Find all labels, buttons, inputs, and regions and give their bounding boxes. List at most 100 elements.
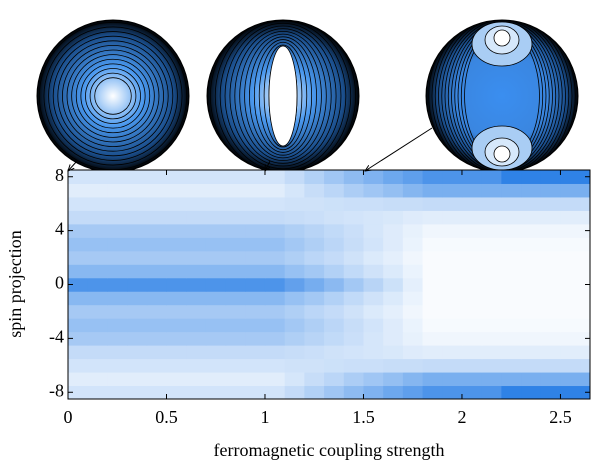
heatmap-cell [461, 277, 483, 292]
heatmap-cell [205, 196, 227, 211]
heatmap-cell [383, 372, 404, 387]
heatmap-cell [87, 210, 108, 225]
heatmap-cell [560, 345, 581, 360]
heatmap-cell [461, 170, 483, 184]
heatmap-cell [107, 291, 128, 306]
heatmap-cell [107, 210, 128, 225]
contour [214, 20, 352, 172]
x-tick-label: 2 [457, 407, 466, 427]
heatmap-cell [402, 237, 424, 252]
heatmap-cell [87, 318, 108, 333]
heatmap-cell [304, 170, 325, 184]
heatmap-cell [580, 318, 590, 333]
heatmap-cell [87, 277, 108, 292]
heatmap-cell [186, 264, 207, 279]
heatmap-cell [461, 250, 483, 265]
heatmap-cell [146, 345, 167, 360]
heatmap-cell [540, 170, 561, 184]
heatmap-cell [146, 183, 167, 198]
heatmap-cell [127, 345, 148, 360]
heatmap-cell [304, 237, 325, 252]
heatmap-cell [343, 291, 364, 306]
heatmap-cell [481, 170, 502, 184]
heatmap-cell [363, 223, 384, 238]
heatmap-cell [343, 264, 364, 279]
heatmap-cell [146, 223, 167, 238]
heatmap-cell [343, 304, 364, 319]
heatmap-cell [87, 331, 108, 346]
contour [229, 25, 337, 167]
heatmap-cell [560, 291, 581, 306]
heatmap-cell [166, 264, 187, 279]
sphere-illustrations [36, 19, 579, 173]
heatmap-cell [422, 264, 443, 279]
heatmap-cell [284, 318, 305, 333]
heatmap-cell [245, 264, 266, 279]
heatmap-cell [186, 170, 207, 184]
heatmap-cell [560, 304, 581, 319]
heatmap-cell [560, 196, 581, 211]
heatmap-cell [205, 277, 227, 292]
heatmap-cell [264, 385, 286, 399]
heatmap-cell [442, 304, 463, 319]
heatmap-cell [225, 183, 246, 198]
heatmap-cell [363, 345, 384, 360]
heatmap-cell [521, 358, 542, 373]
heatmap-cell [402, 223, 424, 238]
heatmap-cell [521, 277, 542, 292]
heatmap-cell [264, 170, 286, 184]
heatmap-cell [461, 210, 483, 225]
heatmap-cell [363, 264, 384, 279]
heatmap-cell [521, 223, 542, 238]
heatmap-cell [166, 250, 187, 265]
heatmap-cell [284, 385, 305, 399]
heatmap-cell [402, 372, 424, 387]
heatmap-cell [363, 291, 384, 306]
heatmap-cell [521, 372, 542, 387]
heatmap-cell [68, 196, 89, 211]
heatmap-cell [205, 345, 227, 360]
heatmap-cell [205, 250, 227, 265]
heatmap-cell [284, 183, 305, 198]
heatmap-cell [402, 170, 424, 184]
heatmap-cell [422, 358, 443, 373]
y-axis-label: spin projection [5, 230, 25, 337]
heatmap-cell [264, 210, 286, 225]
heatmap-cell [284, 237, 305, 252]
heatmap-cell [422, 304, 443, 319]
heatmap-cell [127, 237, 148, 252]
contour [493, 29, 511, 47]
heatmap-cell [560, 264, 581, 279]
heatmap-cell [481, 210, 502, 225]
heatmap-cell [422, 196, 443, 211]
heatmap-cell [383, 183, 404, 198]
heatmap-cell [68, 170, 89, 184]
heatmap-cell [107, 372, 128, 387]
heatmap-cell [422, 385, 443, 399]
heatmap-cell [186, 183, 207, 198]
heatmap-cell [442, 331, 463, 346]
heatmap-cell [343, 385, 364, 399]
heatmap-cell [107, 250, 128, 265]
heatmap-cell [264, 223, 286, 238]
heatmap-cell [304, 196, 325, 211]
heatmap-cell [205, 170, 227, 184]
heatmap-cell [501, 250, 522, 265]
heatmap-cell [264, 291, 286, 306]
heatmap-cell [264, 358, 286, 373]
heatmap-cell [68, 345, 89, 360]
heatmap-cell [205, 291, 227, 306]
heatmap-cell [501, 372, 522, 387]
heatmap-cell [225, 331, 246, 346]
heatmap-cell [383, 237, 404, 252]
heatmap-cell [363, 210, 384, 225]
contour [57, 40, 169, 152]
sphere [207, 20, 359, 172]
heatmap-cell [146, 264, 167, 279]
x-tick-label: 0 [64, 407, 73, 427]
heatmap-cell [127, 277, 148, 292]
heatmap-cell [521, 264, 542, 279]
heatmap-cell [68, 264, 89, 279]
heatmap-cell [87, 291, 108, 306]
heatmap-cell [402, 318, 424, 333]
